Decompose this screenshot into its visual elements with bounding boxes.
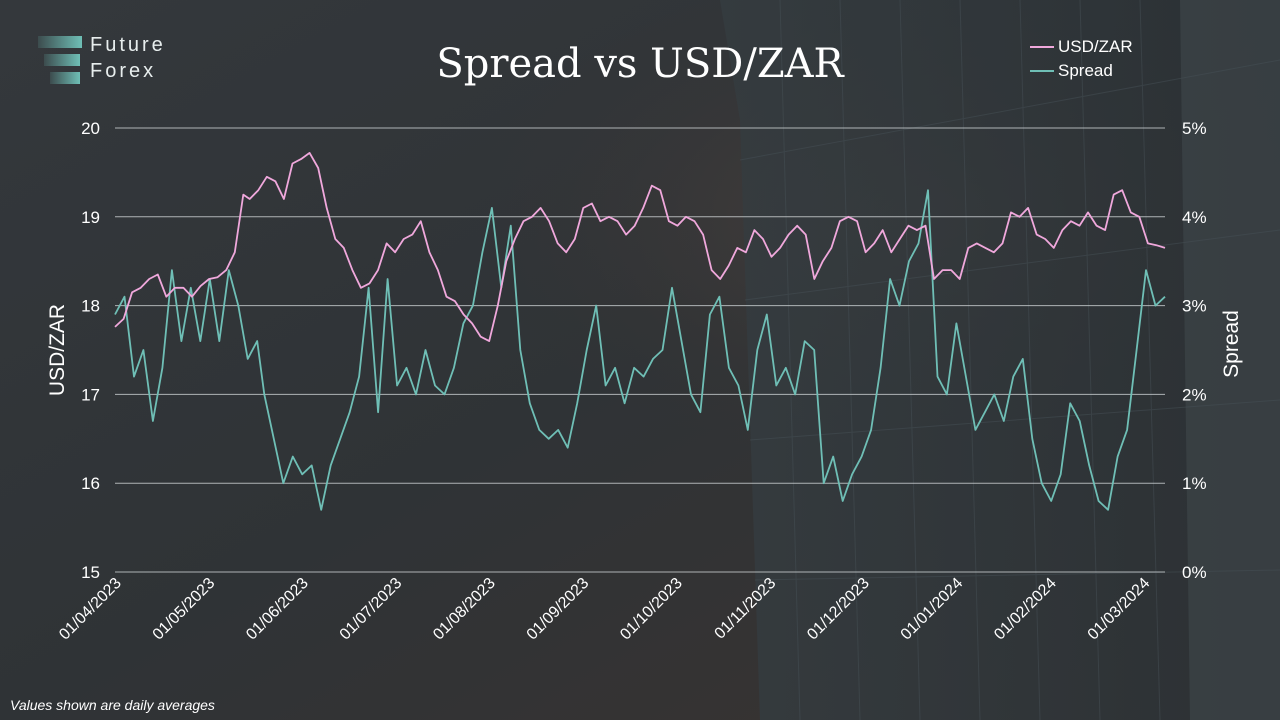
x-tick-label: 01/05/2023 — [150, 575, 219, 644]
y-left-axis-label: USD/ZAR — [46, 304, 69, 396]
y-right-tick-label: 3% — [1182, 297, 1207, 316]
x-tick-label: 01/03/2024 — [1085, 575, 1154, 644]
legend-swatch-spread — [1030, 70, 1054, 72]
legend-label-spread: Spread — [1058, 61, 1113, 80]
y-left-tick-label: 18 — [81, 297, 100, 316]
y-left-tick-label: 16 — [81, 474, 100, 493]
y-left-tick-label: 19 — [81, 208, 100, 227]
x-tick-label: 01/06/2023 — [243, 575, 312, 644]
logo-text-line2: Forex — [90, 60, 157, 82]
x-tick-label: 01/01/2024 — [898, 575, 967, 644]
logo-text-line1: Future — [90, 34, 166, 56]
legend-item-usdzar[interactable]: USD/ZAR — [1030, 36, 1170, 60]
x-tick-label: 01/08/2023 — [430, 575, 499, 644]
footnote: Values shown are daily averages — [10, 697, 215, 713]
chart-legend: USD/ZAR Spread — [1030, 36, 1170, 84]
x-tick-label: 01/09/2023 — [524, 575, 593, 644]
legend-swatch-usdzar — [1030, 46, 1054, 48]
x-tick-label: 01/12/2023 — [804, 575, 873, 644]
logo-bar-icon — [50, 72, 80, 84]
x-tick-label: 01/10/2023 — [617, 575, 686, 644]
legend-item-spread[interactable]: Spread — [1030, 60, 1170, 84]
series-line-spread — [114, 189, 1166, 511]
y-right-tick-label: 5% — [1182, 119, 1207, 138]
x-tick-label: 01/07/2023 — [337, 575, 406, 644]
y-right-tick-label: 2% — [1182, 385, 1207, 404]
legend-label-usdzar: USD/ZAR — [1058, 37, 1133, 56]
brand-logo: Future Forex — [38, 34, 198, 86]
y-right-tick-label: 1% — [1182, 474, 1207, 493]
y-left-tick-label: 20 — [81, 119, 100, 138]
y-right-tick-label: 4% — [1182, 208, 1207, 227]
x-tick-label: 01/04/2023 — [56, 575, 125, 644]
y-left-tick-label: 17 — [81, 385, 100, 404]
x-tick-label: 01/11/2023 — [712, 575, 780, 643]
series-line-usdzar — [114, 152, 1166, 342]
logo-bar-icon — [44, 54, 80, 66]
logo-bar-icon — [38, 36, 82, 48]
x-tick-label: 01/02/2024 — [991, 575, 1060, 644]
chart-title: Spread vs USD/ZAR — [436, 41, 844, 87]
y-right-tick-label: 0% — [1182, 563, 1207, 582]
y-left-tick-label: 15 — [81, 563, 100, 582]
y-right-axis-label: Spread — [1220, 310, 1243, 378]
